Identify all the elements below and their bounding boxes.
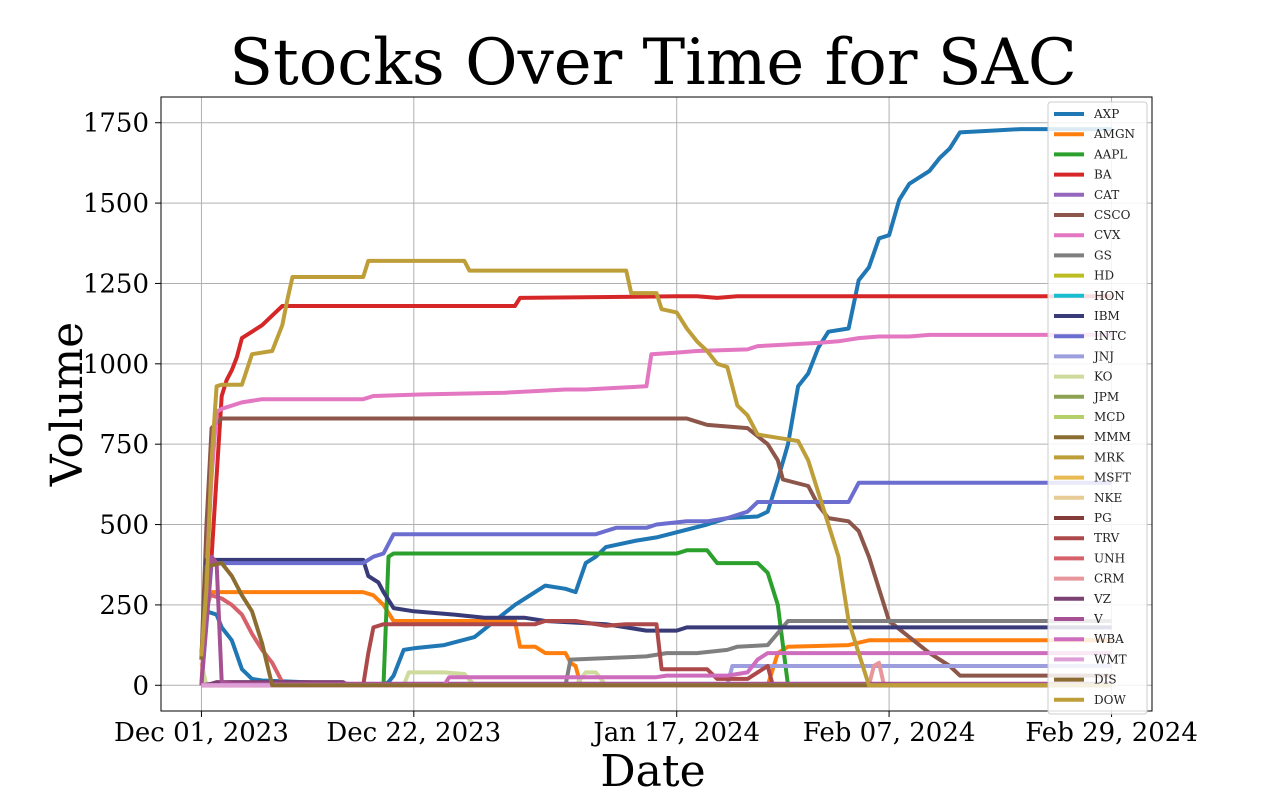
legend-label-dow: DOW [1094,693,1126,707]
y-tick-label: 1750 [83,109,149,139]
legend-label-intc: INTC [1094,329,1126,343]
legend-label-vz: VZ [1093,592,1111,606]
y-tick-label: 1250 [83,269,149,299]
legend-label-cvx: CVX [1094,228,1121,242]
x-tick-label: Jan 17, 2024 [590,718,760,748]
legend-label-pg: PG [1094,511,1112,525]
series-line-intc [199,480,1112,686]
legend-label-unh: UNH [1094,551,1125,565]
y-axis-label: Volume [42,322,93,487]
x-tick-label: Dec 22, 2023 [326,718,501,748]
legend-label-dis: DIS [1094,673,1117,687]
legend-label-jpm: JPM [1092,390,1119,404]
y-tick-label: 750 [99,430,149,460]
legend-label-mrk: MRK [1094,450,1125,464]
x-tick-label: Feb 07, 2024 [803,718,976,748]
legend-label-ba: BA [1094,168,1112,182]
legend-label-cat: CAT [1094,188,1119,202]
legend-label-ibm: IBM [1094,309,1120,323]
y-tick-label: 1500 [83,189,149,219]
legend-label-wmt: WMT [1094,652,1127,666]
series-line-cvx [199,332,1112,657]
legend: AXP AMGN AAPL BA CAT CSCO CVX GS HD HON IBM INTC JNJ… [1047,101,1148,715]
legend-label-ko: KO [1094,370,1113,384]
series-line-gs [201,619,1112,688]
chart-title: Stocks Over Time for SAC [229,26,1077,100]
legend-label-jnj: JNJ [1092,349,1114,363]
legend-label-hon: HON [1094,289,1125,303]
legend-label-msft: MSFT [1094,471,1131,485]
legend-label-axp: AXP [1093,107,1119,121]
series-line-ibm [199,557,1112,660]
series-line-dis [199,561,1112,688]
y-tick-label: 1000 [83,350,149,380]
series-line-wba [201,651,1112,688]
x-tick-label: Dec 01, 2023 [114,718,289,748]
y-tick-label: 250 [99,591,149,621]
series-line-ba [199,294,1112,657]
x-tick-label: Feb 29, 2024 [1025,718,1198,748]
series-line-dow [199,258,1112,688]
legend-label-gs: GS [1094,248,1112,262]
y-tick-label: 0 [132,671,149,701]
legend-label-trv: TRV [1094,531,1120,545]
axis-ticks: Dec 01, 2023 Dec 22, 2023 Jan 17, 2024 Feb … [83,109,1198,748]
grid-lines [161,97,1152,711]
legend-label-mmm: MMM [1094,430,1131,444]
plot-frame [160,96,1153,712]
legend-label-hd: HD [1094,269,1114,283]
series-line-trv [201,619,1112,688]
x-axis-label: Date [600,746,705,797]
series-line-axp [199,127,1112,688]
legend-label-nke: NKE [1094,491,1122,505]
legend-label-csco: CSCO [1094,208,1131,222]
legend-label-amgn: AMGN [1093,127,1135,141]
legend-label-crm: CRM [1094,572,1125,586]
legend-label-mcd: MCD [1094,410,1125,424]
y-tick-label: 500 [99,511,149,541]
legend-label-aapl: AAPL [1093,147,1127,161]
legend-label-v: V [1093,612,1103,626]
series-line-aapl [201,548,1112,688]
series-lines [199,127,1112,688]
legend-label-wba: WBA [1094,632,1124,646]
